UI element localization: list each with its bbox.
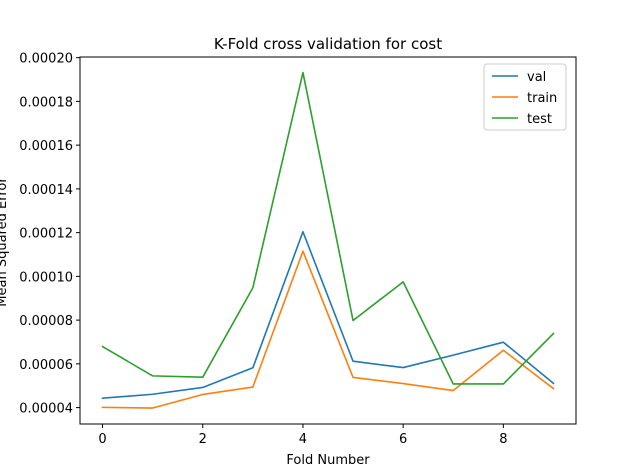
y-tick-label: 0.00004 [19, 402, 73, 417]
y-tick-label: 0.00012 [19, 227, 73, 242]
x-tick-label: 4 [299, 432, 307, 447]
y-tick-label: 0.00006 [19, 358, 73, 373]
y-tick-label: 0.00016 [19, 139, 73, 154]
y-tick-label: 0.00008 [19, 314, 73, 329]
y-tick-label: 0.00018 [19, 95, 73, 110]
x-tick-label: 6 [399, 432, 407, 447]
chart-title: K-Fold cross validation for cost [214, 35, 442, 53]
y-axis-label: Mean Squared Error [0, 177, 10, 307]
plot-area [101, 71, 555, 409]
axes: 0 2 4 6 8 0.00004 0.00006 0.00008 0.00010 0.00012… [19, 52, 577, 447]
series-line-test [101, 71, 555, 385]
y-tick-label: 0.00010 [19, 270, 73, 285]
x-axis-label: Fold Number [286, 453, 370, 468]
legend-label-val: val [527, 70, 546, 85]
series-line-train [101, 250, 555, 409]
legend-label-test: test [527, 112, 552, 127]
y-tick-label: 0.00014 [19, 183, 73, 198]
legend: val train test [483, 63, 567, 131]
y-tick-label: 0.00020 [19, 52, 73, 67]
axes-frame [79, 56, 577, 425]
x-tick-label: 8 [499, 432, 507, 447]
series-line-val [101, 230, 555, 400]
legend-box [483, 63, 567, 131]
x-tick-label: 0 [98, 432, 106, 447]
legend-label-train: train [527, 91, 557, 106]
x-tick-label: 2 [199, 432, 207, 447]
